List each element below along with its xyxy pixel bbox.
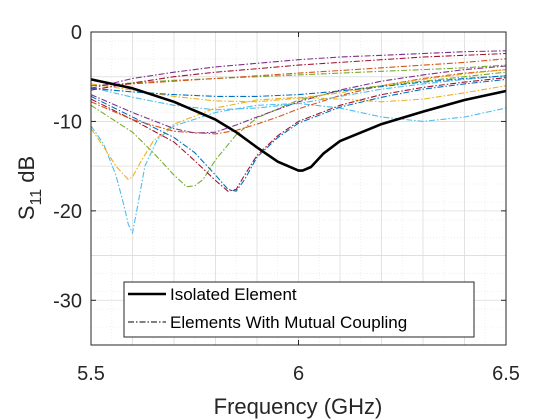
legend-box (123, 281, 475, 338)
series-mutual-coupling (90, 52, 507, 91)
series-mutual-coupling (90, 50, 507, 89)
y-axis-label: S11 dB (14, 156, 45, 220)
series-mutual-coupling (90, 75, 507, 111)
series-mutual-coupling (90, 64, 507, 87)
series-mutual-coupling (90, 102, 507, 234)
tick-marks (90, 31, 507, 345)
legend: Isolated Element Elements With Mutual Co… (123, 281, 475, 338)
y-tick-label: -30 (53, 290, 82, 312)
y-axis-label-unit: dB (14, 156, 39, 189)
legend-label-isolated: Isolated Element (170, 285, 297, 304)
y-tick-label: -20 (53, 201, 82, 223)
y-axis-label-subscript: 11 (28, 189, 45, 206)
series-mutual-coupling (90, 77, 507, 192)
x-tick-label: 6 (293, 363, 304, 385)
x-axis-label: Frequency (GHz) (214, 394, 383, 419)
tick-labels: 5.5 6 6.5 0 -10 -20 -30 (53, 22, 520, 385)
legend-label-coupled: Elements With Mutual Coupling (170, 313, 407, 332)
x-tick-label: 6.5 (492, 363, 520, 385)
series-mutual-coupling (90, 78, 507, 192)
series-isolated-element (90, 78, 507, 172)
series-mutual-coupling (90, 69, 507, 135)
series-mutual-coupling (90, 69, 507, 103)
series-mutual-coupling (90, 58, 507, 87)
series-mutual-coupling (90, 75, 507, 97)
y-tick-label: -10 (53, 111, 82, 133)
series-mutual-coupling (90, 85, 507, 181)
x-tick-label: 5.5 (77, 363, 105, 385)
y-axis-label-main: S (14, 205, 39, 220)
y-tick-label: 0 (71, 22, 82, 44)
series-mutual-coupling (90, 65, 507, 134)
plot-area (90, 50, 507, 234)
series-mutual-coupling (90, 71, 507, 188)
